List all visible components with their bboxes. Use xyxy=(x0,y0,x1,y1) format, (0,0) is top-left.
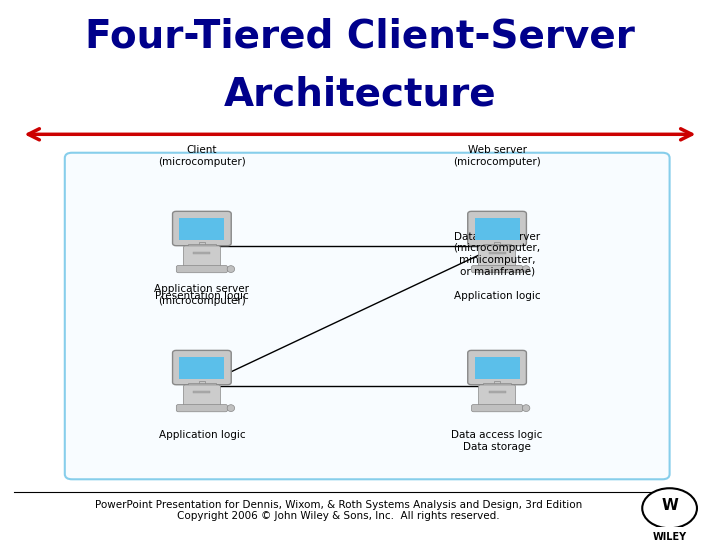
Text: Web server
(microcomputer): Web server (microcomputer) xyxy=(453,145,541,167)
FancyBboxPatch shape xyxy=(173,211,231,246)
Text: Application logic: Application logic xyxy=(158,430,246,440)
Bar xyxy=(199,381,204,384)
Text: W: W xyxy=(661,497,678,512)
Text: Four-Tiered Client-Server: Four-Tiered Client-Server xyxy=(85,18,635,56)
Bar xyxy=(179,357,225,380)
Circle shape xyxy=(642,488,697,528)
Bar xyxy=(489,392,505,393)
Bar xyxy=(483,383,511,386)
Bar xyxy=(194,252,210,254)
Bar xyxy=(474,218,520,240)
Ellipse shape xyxy=(228,404,235,411)
FancyBboxPatch shape xyxy=(176,266,228,273)
FancyBboxPatch shape xyxy=(176,404,228,412)
FancyBboxPatch shape xyxy=(479,246,516,267)
Text: Copyright 2006 © John Wiley & Sons, Inc.  All rights reserved.: Copyright 2006 © John Wiley & Sons, Inc.… xyxy=(177,511,500,521)
Text: Architecture: Architecture xyxy=(224,76,496,114)
Text: Application server
(microcomputer): Application server (microcomputer) xyxy=(154,285,249,306)
Text: Client
(microcomputer): Client (microcomputer) xyxy=(158,145,246,167)
FancyBboxPatch shape xyxy=(472,404,523,412)
Bar xyxy=(188,245,216,246)
FancyBboxPatch shape xyxy=(184,385,220,406)
Bar xyxy=(199,242,204,246)
Text: Data access logic
Data storage: Data access logic Data storage xyxy=(451,430,543,452)
FancyBboxPatch shape xyxy=(184,246,220,267)
Text: Presentation logic: Presentation logic xyxy=(155,291,249,301)
FancyBboxPatch shape xyxy=(173,350,231,384)
Text: Database server
(microcomputer,
minicomputer,
or mainframe): Database server (microcomputer, minicomp… xyxy=(454,232,541,276)
Bar xyxy=(474,357,520,380)
Bar xyxy=(179,218,225,240)
Bar xyxy=(494,242,500,246)
FancyBboxPatch shape xyxy=(468,211,526,246)
FancyBboxPatch shape xyxy=(65,153,670,480)
Text: PowerPoint Presentation for Dennis, Wixom, & Roth Systems Analysis and Design, 3: PowerPoint Presentation for Dennis, Wixo… xyxy=(95,500,582,510)
Bar xyxy=(483,245,511,246)
Bar xyxy=(494,381,500,384)
Bar xyxy=(489,252,505,254)
Bar xyxy=(194,392,210,393)
FancyBboxPatch shape xyxy=(472,266,523,273)
Ellipse shape xyxy=(522,404,530,411)
Text: Application logic: Application logic xyxy=(454,291,541,301)
Bar xyxy=(188,383,216,386)
Text: WILEY: WILEY xyxy=(652,532,687,540)
Ellipse shape xyxy=(228,266,235,273)
FancyBboxPatch shape xyxy=(468,350,526,384)
FancyBboxPatch shape xyxy=(479,385,516,406)
Ellipse shape xyxy=(522,266,530,273)
